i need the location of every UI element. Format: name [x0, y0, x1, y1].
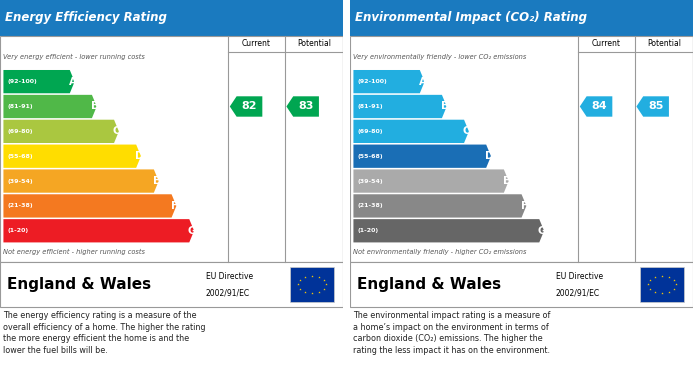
- Text: F: F: [171, 201, 178, 211]
- Bar: [290, 267, 335, 301]
- Text: EU Directive: EU Directive: [556, 272, 603, 281]
- Bar: [350, 36, 693, 262]
- Text: England & Wales: England & Wales: [7, 277, 151, 292]
- Bar: [0, 262, 343, 307]
- Text: Current: Current: [242, 39, 271, 48]
- Polygon shape: [354, 219, 544, 242]
- Text: 84: 84: [592, 102, 608, 111]
- Polygon shape: [354, 145, 491, 168]
- Polygon shape: [4, 169, 159, 193]
- Text: (21-38): (21-38): [8, 203, 33, 208]
- Text: (55-68): (55-68): [8, 154, 33, 159]
- Polygon shape: [580, 96, 612, 117]
- Text: Potential: Potential: [647, 39, 681, 48]
- Text: Very energy efficient - lower running costs: Very energy efficient - lower running co…: [4, 54, 146, 60]
- Polygon shape: [4, 120, 119, 143]
- Text: C: C: [113, 126, 120, 136]
- Text: Very environmentally friendly - lower CO₂ emissions: Very environmentally friendly - lower CO…: [354, 54, 527, 60]
- Text: Not environmentally friendly - higher CO₂ emissions: Not environmentally friendly - higher CO…: [354, 249, 527, 255]
- Text: B: B: [91, 102, 99, 111]
- Text: EU Directive: EU Directive: [206, 272, 253, 281]
- Polygon shape: [4, 145, 141, 168]
- Text: (69-80): (69-80): [358, 129, 383, 134]
- Bar: [0, 0, 343, 36]
- Text: C: C: [463, 126, 470, 136]
- Bar: [640, 267, 685, 301]
- Text: Energy Efficiency Rating: Energy Efficiency Rating: [5, 11, 167, 25]
- Polygon shape: [354, 169, 509, 193]
- Text: 83: 83: [298, 102, 314, 111]
- Bar: [350, 0, 693, 36]
- Text: Environmental Impact (CO₂) Rating: Environmental Impact (CO₂) Rating: [355, 11, 587, 25]
- Text: (1-20): (1-20): [358, 228, 379, 233]
- Polygon shape: [354, 120, 469, 143]
- Text: (69-80): (69-80): [8, 129, 33, 134]
- Polygon shape: [286, 96, 319, 117]
- Text: G: G: [188, 226, 196, 236]
- Text: F: F: [521, 201, 528, 211]
- Bar: [350, 262, 693, 307]
- Text: (39-54): (39-54): [358, 179, 383, 183]
- Polygon shape: [636, 96, 669, 117]
- Text: 82: 82: [241, 102, 257, 111]
- Text: (81-91): (81-91): [358, 104, 383, 109]
- Text: (55-68): (55-68): [358, 154, 383, 159]
- Text: D: D: [134, 151, 144, 161]
- Polygon shape: [230, 96, 262, 117]
- Text: E: E: [503, 176, 510, 186]
- Polygon shape: [4, 70, 75, 93]
- Text: The environmental impact rating is a measure of
a home’s impact on the environme: The environmental impact rating is a mea…: [354, 311, 551, 355]
- Text: England & Wales: England & Wales: [357, 277, 501, 292]
- Text: 85: 85: [648, 102, 664, 111]
- Bar: [0, 36, 343, 262]
- Text: 2002/91/EC: 2002/91/EC: [206, 288, 250, 297]
- Polygon shape: [4, 219, 194, 242]
- Text: Potential: Potential: [297, 39, 331, 48]
- Text: B: B: [441, 102, 449, 111]
- Text: A: A: [419, 77, 426, 87]
- Polygon shape: [354, 95, 447, 118]
- Polygon shape: [354, 70, 425, 93]
- Text: G: G: [538, 226, 546, 236]
- Text: (92-100): (92-100): [8, 79, 37, 84]
- Text: (21-38): (21-38): [358, 203, 383, 208]
- Text: Not energy efficient - higher running costs: Not energy efficient - higher running co…: [4, 249, 146, 255]
- Polygon shape: [354, 194, 526, 217]
- Text: A: A: [69, 77, 76, 87]
- Text: 2002/91/EC: 2002/91/EC: [556, 288, 600, 297]
- Text: E: E: [153, 176, 160, 186]
- Polygon shape: [4, 194, 176, 217]
- Text: (92-100): (92-100): [358, 79, 387, 84]
- Text: (39-54): (39-54): [8, 179, 33, 183]
- Text: (81-91): (81-91): [8, 104, 33, 109]
- Text: The energy efficiency rating is a measure of the
overall efficiency of a home. T: The energy efficiency rating is a measur…: [4, 311, 206, 355]
- Text: D: D: [484, 151, 494, 161]
- Text: (1-20): (1-20): [8, 228, 29, 233]
- Polygon shape: [4, 95, 97, 118]
- Text: Current: Current: [592, 39, 621, 48]
